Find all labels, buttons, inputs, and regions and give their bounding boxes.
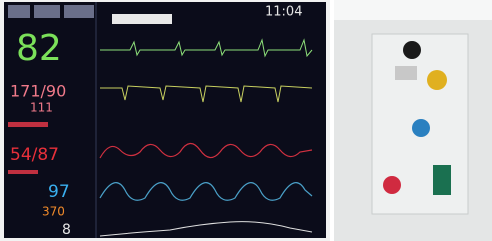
spo2: 97 [48,182,70,202]
heart-rate: 82 [16,28,62,69]
bp-mean: 111 [30,101,53,115]
menu-tab [64,5,94,18]
temperature: 8 [62,222,71,238]
device-top [334,0,492,20]
label-bar [8,122,48,127]
respiration: 370 [42,205,65,219]
blood-pressure: 171/90 [10,82,66,101]
arterial-pressure: 54/87 [10,145,59,165]
photo: 11:04 82 171/90 111 54/87 97 370 8 [0,0,492,241]
menu-tab [8,5,30,18]
label-sticker [395,66,417,80]
port-black [403,41,421,59]
port-blue [412,119,430,137]
alarm-box [112,14,172,24]
label-bar [8,170,38,174]
port-yellow [427,70,447,90]
port-red [383,176,401,194]
port-green [433,165,451,195]
clock: 11:04 [265,5,302,20]
menu-tab [34,5,60,18]
